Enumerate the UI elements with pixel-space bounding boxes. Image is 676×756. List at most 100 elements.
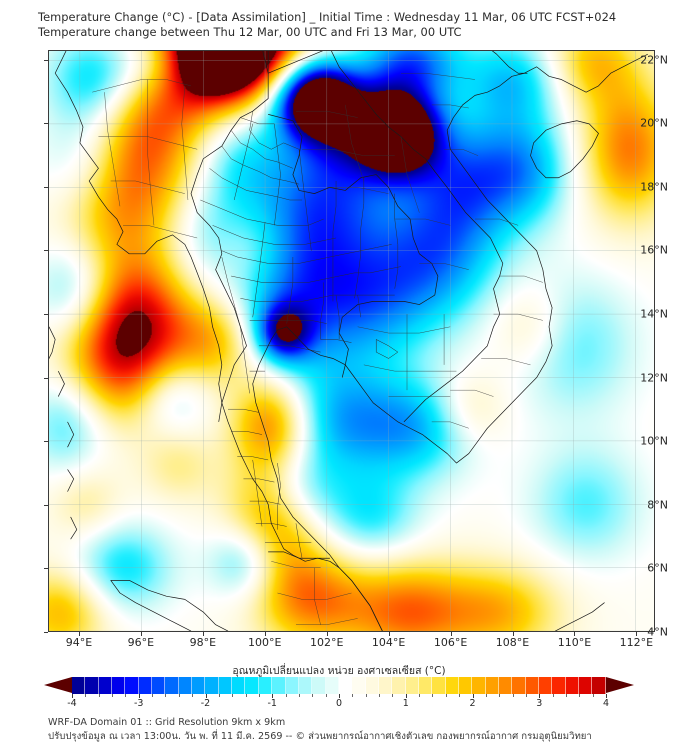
colorbar-cell bbox=[499, 677, 513, 694]
colorbar-cell bbox=[378, 677, 393, 694]
footer-block: WRF-DA Domain 01 :: Grid Resolution 9km … bbox=[48, 716, 668, 743]
colorbar-cell bbox=[445, 677, 459, 694]
colorbar-tick-label: -1 bbox=[267, 698, 277, 709]
x-axis-tick-label: 110°E bbox=[557, 636, 592, 649]
colorbar-cell bbox=[565, 677, 580, 694]
colorbar-minor-tick bbox=[325, 694, 327, 697]
colorbar-minor-tick bbox=[525, 694, 527, 697]
colorbar-minor-tick bbox=[579, 694, 581, 697]
x-axis-tick-label: 112°E bbox=[619, 636, 654, 649]
colorbar-minor-tick bbox=[592, 694, 594, 697]
colorbar-cell bbox=[512, 677, 526, 694]
y-axis-tick-label: 18°N bbox=[640, 180, 668, 194]
colorbar-cell bbox=[298, 677, 313, 694]
x-axis-tick-label: 108°E bbox=[495, 636, 530, 649]
y-axis-tick-label: 22°N bbox=[640, 53, 668, 67]
y-axis-tick-label: 4°N bbox=[647, 625, 668, 639]
colorbar-ticks: -4 -3 -2 -1 0 1 2 3 4 bbox=[67, 694, 609, 709]
colorbar-minor-tick bbox=[178, 694, 180, 697]
colorbar-cell bbox=[85, 677, 99, 694]
colorbar-major-tick bbox=[405, 694, 407, 698]
colorbar-cell bbox=[272, 677, 286, 694]
x-axis-tick-label: 98°E bbox=[189, 636, 217, 649]
x-axis-tickmark bbox=[636, 632, 638, 636]
colorbar-minor-tick bbox=[312, 694, 314, 697]
title-line-1: Temperature Change (°C) - [Data Assimila… bbox=[38, 10, 617, 24]
colorbar-major-tick bbox=[272, 694, 274, 698]
y-axis-tickmark bbox=[44, 123, 48, 125]
colorbar-minor-tick bbox=[565, 694, 567, 697]
colorbar: อุณหภูมิเปลี่ยนแปลง หน่วย องศาเซลเซียส (… bbox=[44, 662, 634, 709]
colorbar-minor-tick bbox=[218, 694, 220, 697]
colorbar-over-cap bbox=[606, 677, 634, 693]
colorbar-cell bbox=[312, 677, 326, 694]
y-axis-tickmark bbox=[44, 632, 48, 633]
y-axis-tickmark bbox=[44, 504, 48, 506]
colorbar-cell bbox=[432, 677, 446, 694]
colorbar-cell bbox=[165, 677, 179, 694]
colorbar-minor-tick bbox=[285, 694, 287, 697]
colorbar-minor-tick bbox=[365, 694, 367, 697]
colorbar-cell bbox=[325, 677, 339, 694]
colorbar-major-tick bbox=[72, 694, 73, 698]
colorbar-minor-tick bbox=[232, 694, 234, 697]
colorbar-cell bbox=[552, 677, 566, 694]
colorbar-minor-tick bbox=[245, 694, 247, 697]
colorbar-cell bbox=[245, 677, 259, 694]
colorbar-minor-tick bbox=[552, 694, 554, 697]
x-axis-tickmark bbox=[574, 632, 576, 636]
x-axis-tick-label: 104°E bbox=[371, 636, 406, 649]
colorbar-minor-tick bbox=[485, 694, 487, 697]
temperature-change-field bbox=[49, 51, 654, 631]
colorbar-tick-label: 1 bbox=[402, 698, 409, 709]
colorbar-minor-tick bbox=[419, 694, 421, 697]
x-axis-tickmark bbox=[78, 632, 80, 636]
colorbar-cell bbox=[539, 677, 553, 694]
colorbar-cell bbox=[405, 677, 419, 694]
colorbar-minor-tick bbox=[352, 694, 354, 697]
colorbar-minor-tick bbox=[392, 694, 394, 697]
x-axis-tick-label: 100°E bbox=[248, 636, 282, 649]
colorbar-cell bbox=[525, 677, 540, 694]
x-axis-tickmark bbox=[264, 632, 266, 636]
colorbar-cell bbox=[258, 677, 273, 694]
colorbar-minor-tick bbox=[165, 694, 167, 697]
y-axis-tickmark bbox=[44, 313, 48, 315]
x-axis-tickmark bbox=[202, 632, 204, 636]
y-axis-tick-label: 12°N bbox=[640, 371, 668, 385]
y-axis-tick-label: 10°N bbox=[640, 434, 668, 448]
y-axis-tickmark bbox=[44, 59, 48, 61]
colorbar-gradient bbox=[72, 677, 606, 694]
x-axis-tickmark bbox=[326, 632, 328, 636]
colorbar-cell bbox=[418, 677, 433, 694]
y-axis-tickmark bbox=[44, 568, 48, 570]
colorbar-cell bbox=[365, 677, 379, 694]
colorbar-major-tick bbox=[205, 694, 207, 698]
colorbar-cell bbox=[458, 677, 473, 694]
colorbar-title: อุณหภูมิเปลี่ยนแปลง หน่วย องศาเซลเซียส (… bbox=[232, 665, 446, 677]
x-axis-tickmark bbox=[450, 632, 452, 636]
colorbar-cell bbox=[592, 677, 606, 694]
colorbar-major-tick bbox=[138, 694, 140, 698]
x-axis-tick-label: 96°E bbox=[127, 636, 155, 649]
colorbar-cell bbox=[285, 677, 299, 694]
x-axis-tick-label: 106°E bbox=[433, 636, 468, 649]
colorbar-tick-label: -3 bbox=[134, 698, 144, 709]
y-axis-tick-label: 8°N bbox=[647, 498, 668, 512]
colorbar-minor-tick bbox=[432, 694, 434, 697]
colorbar-minor-tick bbox=[152, 694, 154, 697]
colorbar-cell bbox=[72, 677, 86, 694]
colorbar-major-tick bbox=[539, 694, 541, 698]
x-axis-tickmark bbox=[512, 632, 514, 636]
y-axis-tickmark bbox=[44, 441, 48, 443]
colorbar-tick-label: -4 bbox=[67, 698, 77, 709]
map-plot-area bbox=[48, 50, 655, 632]
colorbar-cell bbox=[485, 677, 499, 694]
colorbar-minor-tick bbox=[258, 694, 260, 697]
colorbar-minor-tick bbox=[112, 694, 114, 697]
colorbar-tick-label: 0 bbox=[335, 698, 343, 709]
x-axis-tick-label: 102°E bbox=[309, 636, 344, 649]
colorbar-under-cap bbox=[44, 677, 72, 693]
colorbar-tick-label: 2 bbox=[469, 698, 476, 709]
colorbar-tick-label: 3 bbox=[536, 698, 543, 709]
